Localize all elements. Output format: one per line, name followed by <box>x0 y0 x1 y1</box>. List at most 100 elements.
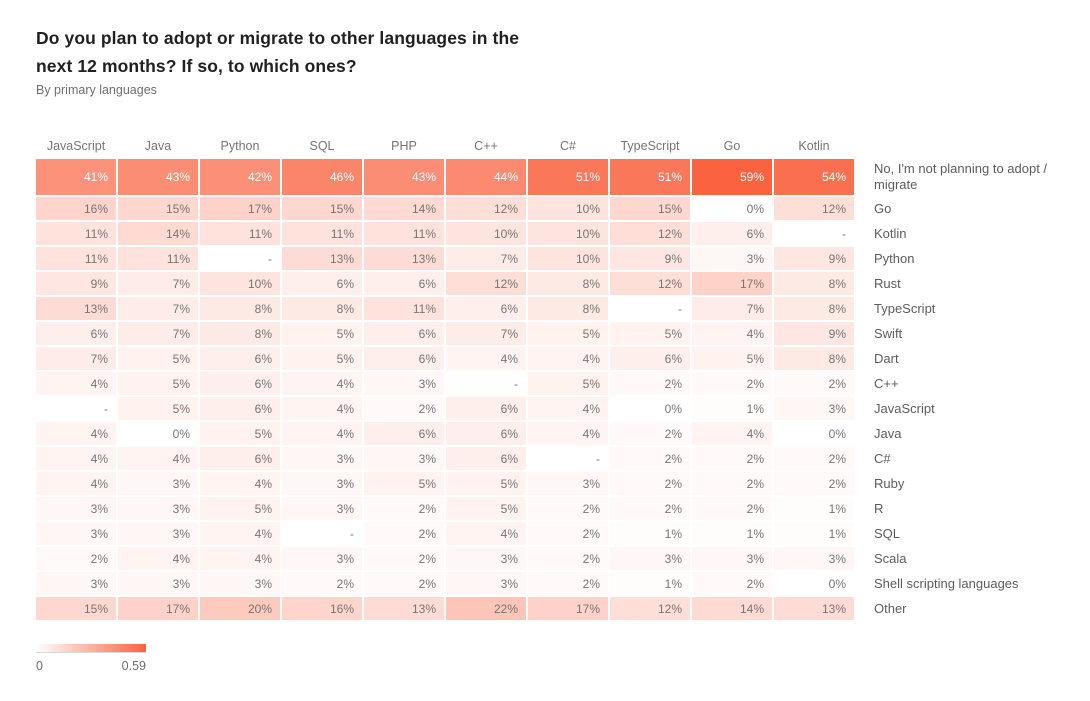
heatmap-cell[interactable]: 3% <box>118 522 198 545</box>
heatmap-cell[interactable]: 4% <box>200 472 280 495</box>
heatmap-cell[interactable]: 4% <box>282 397 362 420</box>
heatmap-cell[interactable]: 6% <box>692 222 772 245</box>
heatmap-cell[interactable]: 1% <box>774 522 854 545</box>
heatmap-cell[interactable]: 6% <box>200 347 280 370</box>
heatmap-cell[interactable]: 6% <box>446 397 526 420</box>
heatmap-cell[interactable]: 6% <box>446 447 526 470</box>
heatmap-cell[interactable]: 4% <box>36 372 116 395</box>
heatmap-cell[interactable]: 13% <box>36 297 116 320</box>
heatmap-cell[interactable]: 3% <box>118 497 198 520</box>
heatmap-cell[interactable]: 2% <box>528 572 608 595</box>
heatmap-cell[interactable]: 11% <box>36 247 116 270</box>
heatmap-cell[interactable]: 1% <box>610 572 690 595</box>
heatmap-cell[interactable]: 43% <box>118 159 198 195</box>
heatmap-cell[interactable]: 17% <box>200 197 280 220</box>
heatmap-cell[interactable]: 5% <box>364 472 444 495</box>
heatmap-cell[interactable]: 5% <box>446 497 526 520</box>
heatmap-cell[interactable]: 15% <box>36 597 116 620</box>
heatmap-cell[interactable]: 5% <box>118 372 198 395</box>
heatmap-cell[interactable]: 3% <box>446 547 526 570</box>
heatmap-cell[interactable]: 44% <box>446 159 526 195</box>
heatmap-cell[interactable]: 2% <box>774 447 854 470</box>
heatmap-cell[interactable]: 9% <box>774 247 854 270</box>
heatmap-cell[interactable]: 5% <box>282 322 362 345</box>
heatmap-cell[interactable]: 11% <box>200 222 280 245</box>
heatmap-cell[interactable]: 2% <box>364 497 444 520</box>
heatmap-cell[interactable]: 16% <box>36 197 116 220</box>
heatmap-cell[interactable]: 4% <box>200 547 280 570</box>
heatmap-cell[interactable]: 8% <box>528 272 608 295</box>
heatmap-cell[interactable]: 6% <box>364 322 444 345</box>
heatmap-cell[interactable]: 6% <box>364 422 444 445</box>
heatmap-cell[interactable]: 12% <box>446 197 526 220</box>
heatmap-cell[interactable]: 7% <box>692 297 772 320</box>
heatmap-cell[interactable]: 4% <box>282 422 362 445</box>
heatmap-cell[interactable]: 22% <box>446 597 526 620</box>
heatmap-cell[interactable]: 6% <box>364 347 444 370</box>
heatmap-cell[interactable]: 11% <box>118 247 198 270</box>
heatmap-cell[interactable]: 2% <box>692 572 772 595</box>
heatmap-cell[interactable]: - <box>282 522 362 545</box>
heatmap-cell[interactable]: 6% <box>446 422 526 445</box>
heatmap-cell[interactable]: 11% <box>364 222 444 245</box>
heatmap-cell[interactable]: 0% <box>774 572 854 595</box>
heatmap-cell[interactable]: 5% <box>118 347 198 370</box>
heatmap-cell[interactable]: 7% <box>118 297 198 320</box>
heatmap-cell[interactable]: 4% <box>446 522 526 545</box>
heatmap-cell[interactable]: 1% <box>610 522 690 545</box>
heatmap-cell[interactable]: 9% <box>610 247 690 270</box>
heatmap-cell[interactable]: 1% <box>774 497 854 520</box>
heatmap-cell[interactable]: 4% <box>692 322 772 345</box>
heatmap-cell[interactable]: 3% <box>200 572 280 595</box>
heatmap-cell[interactable]: 2% <box>528 522 608 545</box>
heatmap-cell[interactable]: 14% <box>692 597 772 620</box>
heatmap-cell[interactable]: 6% <box>610 347 690 370</box>
heatmap-cell[interactable]: 4% <box>692 422 772 445</box>
heatmap-cell[interactable]: 1% <box>692 397 772 420</box>
heatmap-cell[interactable]: 3% <box>118 572 198 595</box>
heatmap-cell[interactable]: 2% <box>282 572 362 595</box>
heatmap-cell[interactable]: 6% <box>364 272 444 295</box>
heatmap-cell[interactable]: 2% <box>528 497 608 520</box>
heatmap-cell[interactable]: 7% <box>118 322 198 345</box>
heatmap-cell[interactable]: 3% <box>36 522 116 545</box>
heatmap-cell[interactable]: - <box>528 447 608 470</box>
heatmap-cell[interactable]: 6% <box>36 322 116 345</box>
heatmap-cell[interactable]: 0% <box>610 397 690 420</box>
heatmap-cell[interactable]: 41% <box>36 159 116 195</box>
heatmap-cell[interactable]: 2% <box>692 472 772 495</box>
heatmap-cell[interactable]: 2% <box>610 372 690 395</box>
heatmap-cell[interactable]: 8% <box>528 297 608 320</box>
heatmap-cell[interactable]: 13% <box>364 597 444 620</box>
heatmap-cell[interactable]: 4% <box>200 522 280 545</box>
heatmap-cell[interactable]: 12% <box>774 197 854 220</box>
heatmap-cell[interactable]: 59% <box>692 159 772 195</box>
heatmap-cell[interactable]: 2% <box>610 497 690 520</box>
heatmap-cell[interactable]: 13% <box>282 247 362 270</box>
heatmap-cell[interactable]: 6% <box>446 297 526 320</box>
heatmap-cell[interactable]: 2% <box>692 497 772 520</box>
heatmap-cell[interactable]: - <box>610 297 690 320</box>
heatmap-cell[interactable]: 11% <box>36 222 116 245</box>
heatmap-cell[interactable]: 4% <box>36 422 116 445</box>
heatmap-cell[interactable]: 16% <box>282 597 362 620</box>
heatmap-cell[interactable]: 10% <box>528 197 608 220</box>
heatmap-cell[interactable]: 20% <box>200 597 280 620</box>
heatmap-cell[interactable]: 12% <box>610 222 690 245</box>
heatmap-cell[interactable]: 3% <box>282 547 362 570</box>
heatmap-cell[interactable]: 3% <box>774 547 854 570</box>
heatmap-cell[interactable]: 12% <box>446 272 526 295</box>
heatmap-cell[interactable]: 4% <box>118 547 198 570</box>
heatmap-cell[interactable]: 7% <box>446 247 526 270</box>
heatmap-cell[interactable]: 1% <box>692 522 772 545</box>
heatmap-cell[interactable]: 8% <box>774 272 854 295</box>
heatmap-cell[interactable]: 2% <box>774 372 854 395</box>
heatmap-cell[interactable]: 10% <box>200 272 280 295</box>
heatmap-cell[interactable]: - <box>200 247 280 270</box>
heatmap-cell[interactable]: 51% <box>528 159 608 195</box>
heatmap-cell[interactable]: 0% <box>692 197 772 220</box>
heatmap-cell[interactable]: 6% <box>200 372 280 395</box>
heatmap-cell[interactable]: 13% <box>774 597 854 620</box>
heatmap-cell[interactable]: 6% <box>282 272 362 295</box>
heatmap-cell[interactable]: 10% <box>446 222 526 245</box>
